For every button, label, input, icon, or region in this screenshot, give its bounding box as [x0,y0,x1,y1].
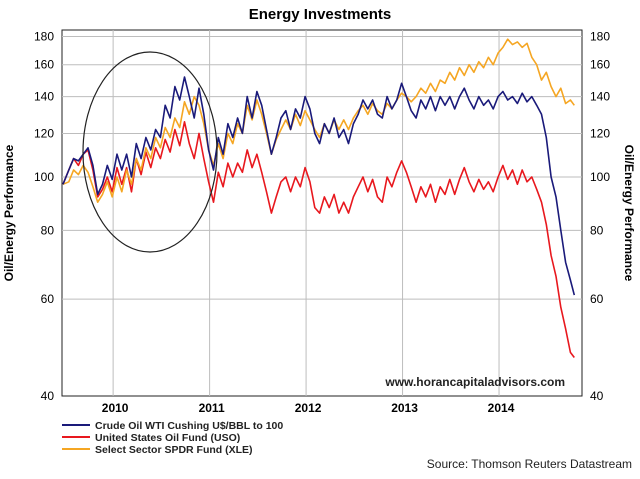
y-tick-label-right: 100 [590,170,610,184]
y-tick-label-right: 60 [590,292,604,306]
y-axis-left: 40 60 80 100 120 140 160 180 [34,30,54,403]
x-axis: 2010 2011 2012 2013 2014 [102,401,515,415]
source-note: Source: Thomson Reuters Datastream [427,457,632,471]
y-axis-left-label: Oil/Energy Performance [2,144,16,281]
legend: Crude Oil WTI Cushing U$/BBL to 100Unite… [62,420,283,456]
x-tick-label: 2011 [199,401,225,415]
y-tick-label-left: 120 [34,126,54,140]
watermark-text: www.horancapitaladvisors.com [384,375,565,389]
plot-frame [61,29,583,397]
y-tick-label-left: 160 [34,58,54,72]
y-tick-label-left: 40 [41,389,55,403]
y-tick-label-right: 160 [590,58,610,72]
series-line-2 [62,38,575,203]
y-tick-label-right: 80 [590,223,604,237]
y-tick-label-right: 180 [590,30,610,44]
x-tick-label: 2012 [295,401,322,415]
y-tick-label-left: 100 [34,170,54,184]
x-tick-label: 2014 [488,401,515,415]
y-tick-label-left: 140 [34,90,54,104]
y-tick-label-left: 80 [41,223,55,237]
y-tick-label-left: 60 [41,292,55,306]
y-axis-right-label: Oil/Energy Performance [622,145,636,282]
y-tick-label-right: 140 [590,90,610,104]
y-axis-right: 40 60 80 100 120 140 160 180 [590,30,610,403]
legend-label: Crude Oil WTI Cushing U$/BBL to 100 [95,420,283,432]
chart-title: Energy Investments [249,6,392,23]
highlight-ellipse [82,51,218,253]
legend-label: Select Sector SPDR Fund (XLE) [95,444,253,456]
series-lines [62,38,576,358]
x-tick-label: 2013 [391,401,418,415]
gridlines [62,30,582,396]
y-tick-label-right: 40 [590,389,604,403]
y-tick-label-left: 180 [34,30,54,44]
y-tick-label-right: 120 [590,126,610,140]
series-line-0 [62,76,576,296]
legend-label: United States Oil Fund (USO) [95,432,240,444]
series-line-1 [62,121,575,358]
x-tick-label: 2010 [102,401,129,415]
